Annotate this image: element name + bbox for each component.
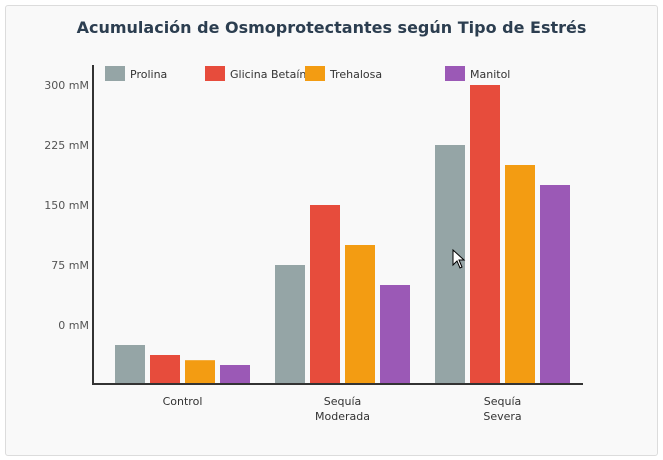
bar-prolina <box>275 265 305 384</box>
x-tick-label: Sequía <box>484 395 522 408</box>
legend-label: Prolina <box>130 68 167 81</box>
x-tick-label: Sequía <box>324 395 362 408</box>
bar-trehalosa <box>185 360 215 384</box>
bar-glicina-betaína <box>310 205 340 384</box>
legend-swatch <box>205 66 225 81</box>
legend-label: Trehalosa <box>329 68 382 81</box>
y-tick-label: 300 mM <box>44 79 89 92</box>
bar-manitol <box>380 285 410 384</box>
x-tick-label: Control <box>163 395 203 408</box>
bar-trehalosa <box>505 165 535 384</box>
y-tick-label: 0 mM <box>58 319 89 332</box>
x-tick-label: Moderada <box>315 410 370 423</box>
chart-title: Acumulación de Osmoprotectantes según Ti… <box>76 18 587 37</box>
bar-glicina-betaína <box>150 355 180 384</box>
legend-swatch <box>305 66 325 81</box>
bar-manitol <box>540 185 570 384</box>
y-tick-label: 150 mM <box>44 199 89 212</box>
legend-swatch <box>445 66 465 81</box>
x-tick-label: Severa <box>483 410 521 423</box>
y-tick-label: 225 mM <box>44 139 89 152</box>
legend-swatch <box>105 66 125 81</box>
bar-glicina-betaína <box>470 85 500 384</box>
legend-label: Glicina Betaína <box>230 68 313 81</box>
legend-label: Manitol <box>470 68 510 81</box>
y-tick-label: 75 mM <box>51 259 89 272</box>
bar-trehalosa <box>345 245 375 384</box>
bar-manitol <box>220 365 250 384</box>
mouse-cursor-icon <box>452 248 466 269</box>
bar-prolina <box>115 345 145 384</box>
